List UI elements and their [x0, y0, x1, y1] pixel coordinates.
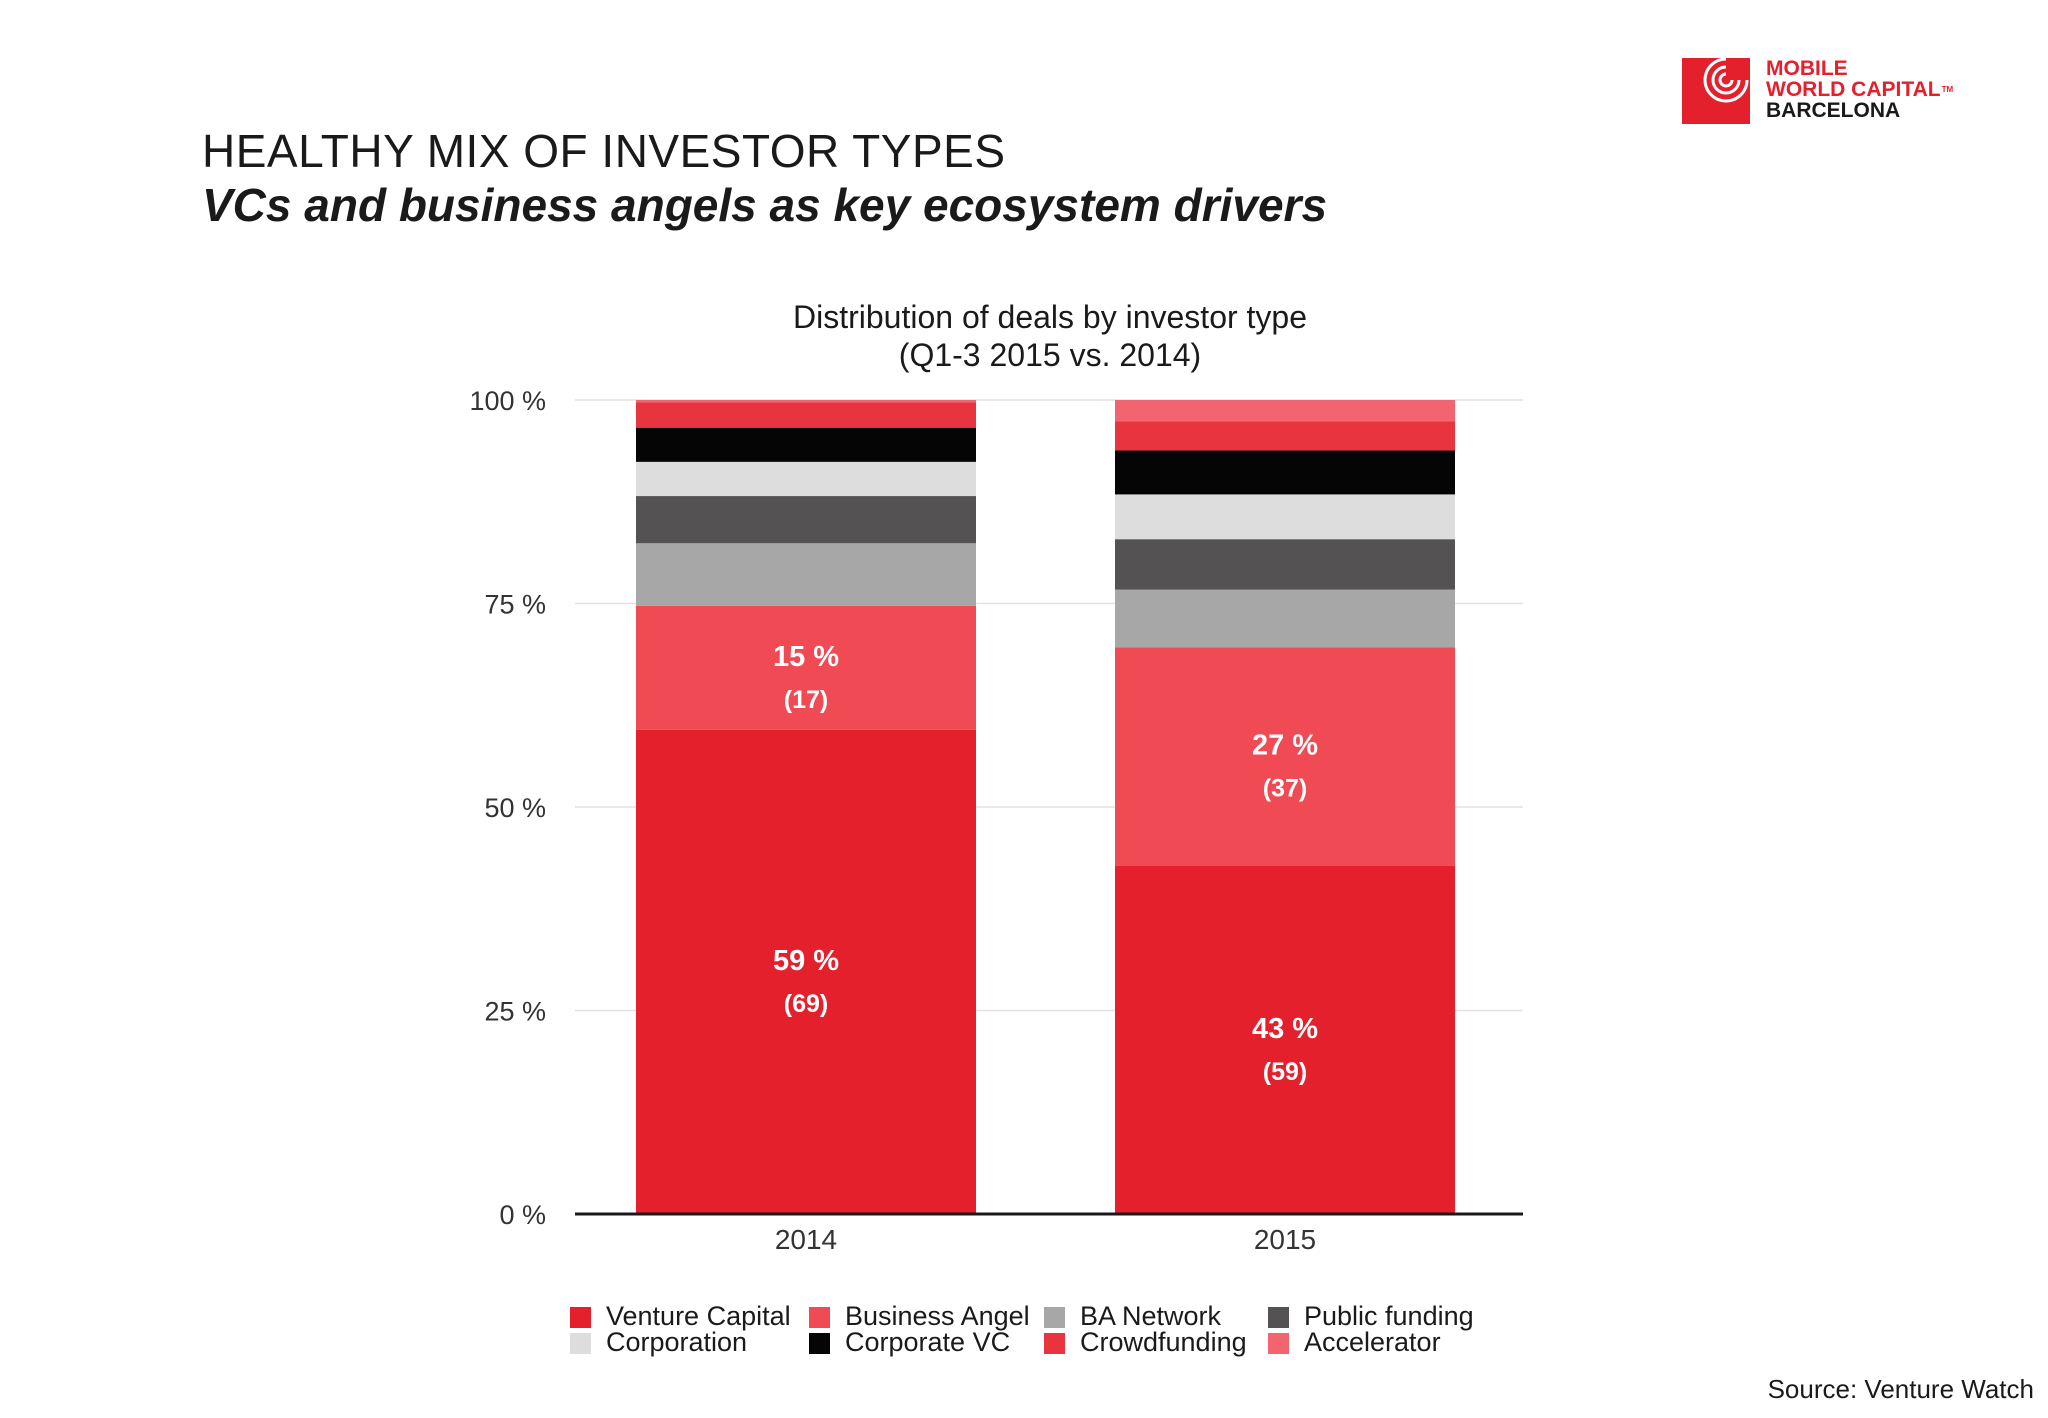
data-label-count: (37) [1263, 775, 1307, 803]
legend-label: Corporation [606, 1327, 748, 1357]
bar-segment [636, 427, 976, 462]
bar-segment [636, 543, 976, 606]
legend-label: Business Angel [845, 1301, 1030, 1331]
x-tick-label: 2015 [1254, 1224, 1316, 1255]
legend-label: Accelerator [1304, 1327, 1441, 1357]
y-tick-label: 50 % [484, 793, 546, 823]
chart-legend: Venture Capital Business Angel BA Network P… [570, 1302, 1510, 1366]
stacked-bar-chart: 0 % 25 % 50 % 75 % 100 % 59 % (69) 15 % (17) 2014… [469, 386, 1523, 1255]
logo-line2: WORLD CAPITAL [1766, 78, 1941, 101]
chart-title: Distribution of deals by investor type (… [650, 298, 1450, 374]
bar-segment [1115, 647, 1455, 866]
bar-segment [1115, 865, 1455, 1214]
bar-segment [1115, 400, 1455, 422]
bar-segment [636, 461, 976, 497]
chart-title-line2: (Q1-3 2015 vs. 2014) [898, 337, 1202, 373]
bar-segment [636, 496, 976, 544]
bar-segment [636, 605, 976, 730]
legend-label: Crowdfunding [1080, 1327, 1247, 1357]
legend-label: Venture Capital [606, 1301, 791, 1331]
bar-segment [1115, 494, 1455, 540]
logo-line3: BARCELONA [1766, 99, 1901, 122]
data-label-count: (59) [1263, 1058, 1307, 1086]
data-label-percent: 59 % [773, 945, 839, 977]
logo-line1: MOBILE [1766, 57, 1848, 80]
bar-segment [1115, 539, 1455, 590]
y-tick-label: 100 % [469, 386, 546, 416]
y-tick-label: 75 % [484, 590, 546, 620]
source-note: Source: Venture Watch [1767, 1374, 2034, 1404]
bar-segment [636, 400, 976, 403]
legend-label: Public funding [1304, 1301, 1474, 1331]
legend-swatch [1268, 1307, 1289, 1328]
y-tick-label: 0 % [499, 1200, 546, 1230]
y-tick-label: 25 % [484, 997, 546, 1027]
bar-segment [1115, 450, 1455, 495]
x-tick-label: 2014 [775, 1224, 837, 1255]
logo-trademark: TM [1941, 85, 1954, 94]
legend-swatch [570, 1307, 591, 1328]
mwc-logo-icon [1682, 58, 1750, 124]
legend-label: BA Network [1080, 1301, 1222, 1331]
data-label-percent: 27 % [1252, 730, 1318, 762]
legend-swatch [1268, 1333, 1289, 1354]
legend-swatch [1044, 1333, 1065, 1354]
page-subtitle: VCs and business angels as key ecosystem… [202, 179, 1328, 231]
legend-swatch [809, 1333, 830, 1354]
bar-segment [1115, 421, 1455, 451]
legend-label: Corporate VC [845, 1327, 1011, 1357]
legend-swatch [570, 1333, 591, 1354]
logo: MOBILE WORLD CAPITALTM BARCELONA [1682, 58, 1982, 126]
data-label-count: (17) [784, 686, 828, 714]
bar-segment [636, 729, 976, 1214]
logo-text: MOBILE WORLD CAPITALTM BARCELONA [1766, 58, 1953, 121]
page-title: HEALTHY MIX OF INVESTOR TYPES [202, 125, 1006, 177]
data-label-count: (69) [784, 990, 828, 1018]
bar-segment [636, 402, 976, 428]
data-label-percent: 43 % [1252, 1013, 1318, 1045]
data-label-percent: 15 % [773, 641, 839, 673]
chart-title-line1: Distribution of deals by investor type [792, 299, 1308, 335]
bar-segment [1115, 589, 1455, 648]
legend-swatch [1044, 1307, 1065, 1328]
legend-swatch [809, 1307, 830, 1328]
